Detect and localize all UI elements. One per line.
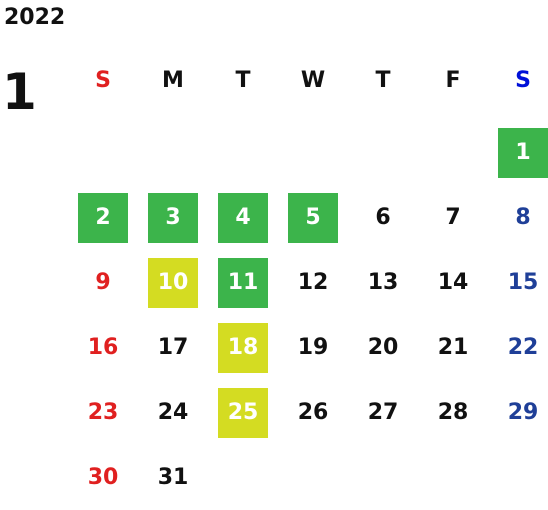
day-cell[interactable]: 7 xyxy=(418,185,488,250)
day-number-highlighted-green: 11 xyxy=(218,257,268,308)
day-number: 8 xyxy=(515,204,531,230)
day-number: 28 xyxy=(437,399,469,425)
day-cell[interactable]: 18 xyxy=(208,315,278,380)
day-number: 20 xyxy=(367,334,399,360)
day-number: 19 xyxy=(297,334,329,360)
day-cell[interactable]: 5 xyxy=(278,185,348,250)
day-number: 12 xyxy=(297,269,329,295)
day-cell[interactable]: 29 xyxy=(488,380,548,445)
day-number: 22 xyxy=(507,334,539,360)
day-cell[interactable]: 12 xyxy=(278,250,348,315)
day-cell[interactable]: 21 xyxy=(418,315,488,380)
empty-day-cell xyxy=(278,120,348,185)
day-number: 31 xyxy=(157,464,189,490)
day-cell[interactable]: 11 xyxy=(208,250,278,315)
day-number: 17 xyxy=(157,334,189,360)
day-cell[interactable]: 31 xyxy=(138,445,208,510)
day-number-highlighted-green: 1 xyxy=(498,127,548,178)
day-number-highlighted-green: 4 xyxy=(218,192,268,243)
day-cell[interactable]: 6 xyxy=(348,185,418,250)
day-number-highlighted-yellow: 25 xyxy=(218,387,268,438)
day-cell[interactable]: 19 xyxy=(278,315,348,380)
weekday-header-cell: S xyxy=(488,55,548,120)
day-cell[interactable]: 13 xyxy=(348,250,418,315)
day-cell[interactable]: 15 xyxy=(488,250,548,315)
weekday-header-cell: T xyxy=(208,55,278,120)
day-number: 7 xyxy=(445,204,461,230)
weekday-label: S xyxy=(515,68,531,93)
day-cell[interactable]: 26 xyxy=(278,380,348,445)
weekday-label: M xyxy=(162,68,184,93)
day-number: 29 xyxy=(507,399,539,425)
day-cell[interactable]: 17 xyxy=(138,315,208,380)
day-cell[interactable]: 16 xyxy=(68,315,138,380)
day-cell[interactable]: 9 xyxy=(68,250,138,315)
day-number: 15 xyxy=(507,269,539,295)
day-cell[interactable]: 22 xyxy=(488,315,548,380)
calendar-grid: S M T W T F S 1 2 3 4 5 6 7 8 9 10 11 12 13 14 15 16 17 18 19 20 21… xyxy=(68,55,548,510)
day-cell[interactable]: 28 xyxy=(418,380,488,445)
day-cell[interactable]: 24 xyxy=(138,380,208,445)
day-number-highlighted-green: 2 xyxy=(78,192,128,243)
weekday-label: S xyxy=(95,68,111,93)
empty-day-cell xyxy=(138,120,208,185)
day-cell[interactable]: 14 xyxy=(418,250,488,315)
day-number: 9 xyxy=(95,269,111,295)
weekday-label: T xyxy=(375,68,391,93)
day-cell[interactable]: 1 xyxy=(488,120,548,185)
weekday-label: T xyxy=(235,68,251,93)
day-cell[interactable]: 23 xyxy=(68,380,138,445)
day-number: 21 xyxy=(437,334,469,360)
day-number-highlighted-yellow: 10 xyxy=(148,257,198,308)
weekday-header-cell: M xyxy=(138,55,208,120)
day-number: 26 xyxy=(297,399,329,425)
day-cell[interactable]: 10 xyxy=(138,250,208,315)
day-number: 16 xyxy=(87,334,119,360)
weekday-label: W xyxy=(300,68,326,93)
day-number: 14 xyxy=(437,269,469,295)
day-cell[interactable]: 2 xyxy=(68,185,138,250)
empty-day-cell xyxy=(418,120,488,185)
weekday-header-cell: S xyxy=(68,55,138,120)
day-cell[interactable]: 4 xyxy=(208,185,278,250)
day-cell[interactable]: 3 xyxy=(138,185,208,250)
day-cell[interactable]: 8 xyxy=(488,185,548,250)
calendar-month: 1 xyxy=(2,63,37,121)
day-cell[interactable]: 25 xyxy=(208,380,278,445)
day-number: 23 xyxy=(87,399,119,425)
weekday-header-cell: F xyxy=(418,55,488,120)
day-cell[interactable]: 30 xyxy=(68,445,138,510)
day-number: 13 xyxy=(367,269,399,295)
day-number: 27 xyxy=(367,399,399,425)
day-number-highlighted-yellow: 18 xyxy=(218,322,268,373)
calendar-year: 2022 xyxy=(4,5,66,30)
weekday-header-cell: W xyxy=(278,55,348,120)
day-cell[interactable]: 20 xyxy=(348,315,418,380)
day-number: 6 xyxy=(375,204,391,230)
empty-day-cell xyxy=(68,120,138,185)
empty-day-cell xyxy=(208,120,278,185)
weekday-label: F xyxy=(445,68,461,93)
day-number: 30 xyxy=(87,464,119,490)
weekday-header-cell: T xyxy=(348,55,418,120)
day-number-highlighted-green: 5 xyxy=(288,192,338,243)
empty-day-cell xyxy=(348,120,418,185)
day-number-highlighted-green: 3 xyxy=(148,192,198,243)
day-cell[interactable]: 27 xyxy=(348,380,418,445)
day-number: 24 xyxy=(157,399,189,425)
